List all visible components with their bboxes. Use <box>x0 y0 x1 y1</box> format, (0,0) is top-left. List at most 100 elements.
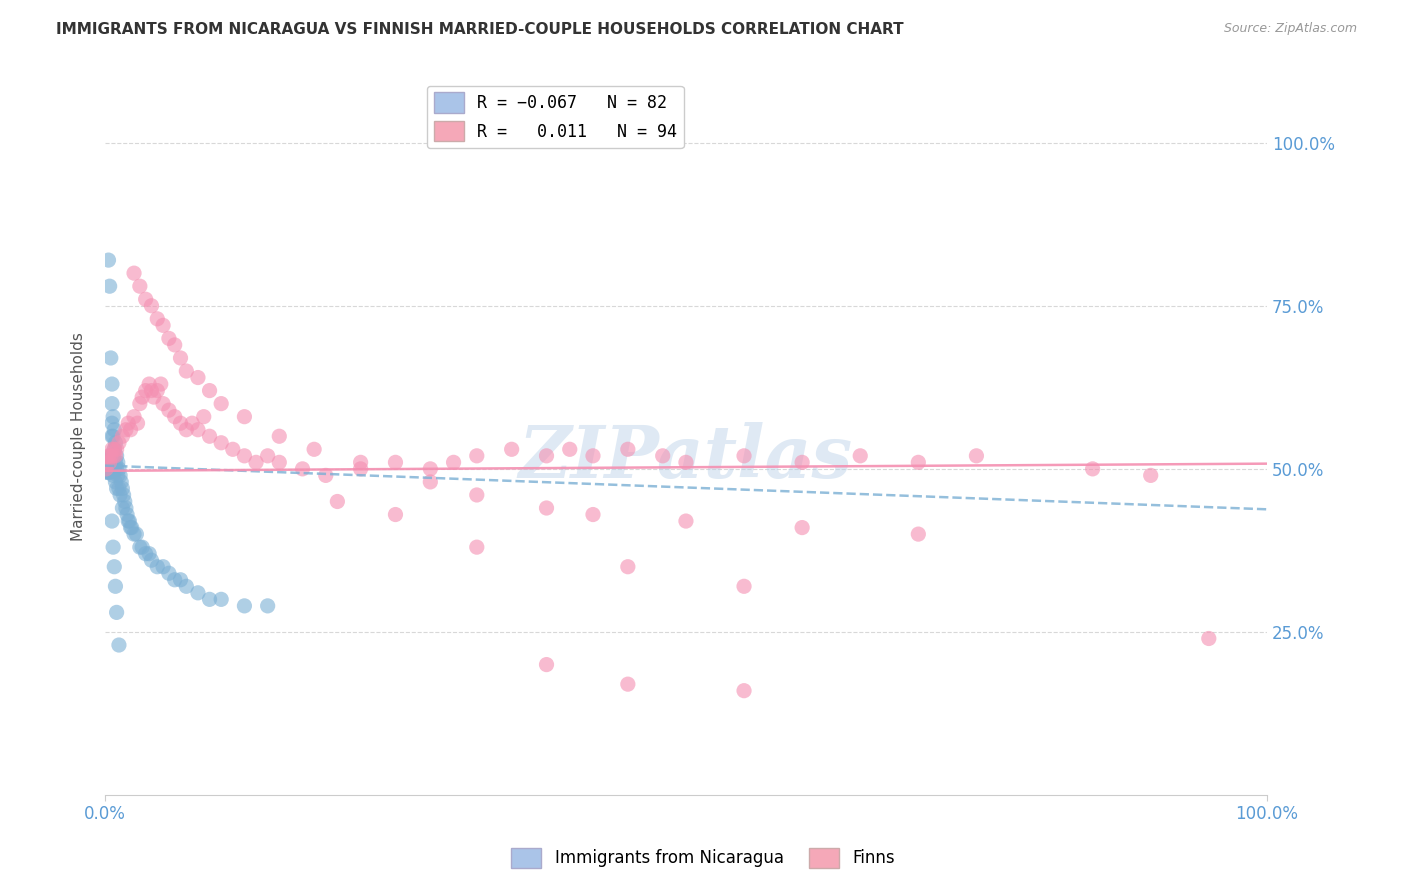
Point <box>103 442 125 457</box>
Point <box>558 442 581 457</box>
Point <box>105 606 128 620</box>
Point <box>198 592 221 607</box>
Point <box>675 514 697 528</box>
Point <box>118 514 141 528</box>
Point <box>100 465 122 479</box>
Point <box>209 397 232 411</box>
Point <box>104 579 127 593</box>
Point <box>122 266 145 280</box>
Point <box>302 442 325 457</box>
Point <box>100 449 122 463</box>
Point <box>98 465 121 479</box>
Point <box>198 384 221 398</box>
Point <box>384 455 406 469</box>
Point <box>849 449 872 463</box>
Point <box>233 599 256 613</box>
Point <box>907 527 929 541</box>
Point <box>419 475 441 489</box>
Point <box>101 429 124 443</box>
Point <box>100 452 122 467</box>
Point <box>419 462 441 476</box>
Point <box>965 449 987 463</box>
Point <box>101 449 124 463</box>
Point <box>101 416 124 430</box>
Point <box>256 599 278 613</box>
Point <box>104 435 127 450</box>
Point <box>135 547 157 561</box>
Point <box>121 520 143 534</box>
Point <box>169 351 191 365</box>
Point <box>117 514 139 528</box>
Point <box>617 559 640 574</box>
Point <box>443 455 465 469</box>
Point <box>112 488 135 502</box>
Point <box>187 370 209 384</box>
Point <box>108 462 131 476</box>
Point <box>176 423 198 437</box>
Point <box>141 553 163 567</box>
Point <box>128 540 150 554</box>
Point <box>94 455 117 469</box>
Point <box>97 458 120 473</box>
Point <box>169 416 191 430</box>
Point <box>105 442 128 457</box>
Point <box>536 657 558 672</box>
Point <box>107 468 129 483</box>
Point <box>465 488 488 502</box>
Point <box>96 462 118 476</box>
Point <box>100 462 122 476</box>
Point <box>103 559 125 574</box>
Point <box>146 384 169 398</box>
Point <box>122 409 145 424</box>
Point <box>120 520 142 534</box>
Point <box>103 442 125 457</box>
Point <box>98 458 121 473</box>
Point <box>108 482 131 496</box>
Point <box>233 449 256 463</box>
Point <box>117 416 139 430</box>
Point <box>108 638 131 652</box>
Point <box>617 677 640 691</box>
Point <box>107 455 129 469</box>
Point <box>536 449 558 463</box>
Point <box>100 449 122 463</box>
Point <box>111 501 134 516</box>
Point <box>94 458 117 473</box>
Point <box>120 423 142 437</box>
Legend: R = −0.067   N = 82, R =   0.011   N = 94: R = −0.067 N = 82, R = 0.011 N = 94 <box>427 86 683 148</box>
Point <box>187 586 209 600</box>
Point <box>733 683 755 698</box>
Point <box>157 331 180 345</box>
Point <box>907 455 929 469</box>
Text: Source: ZipAtlas.com: Source: ZipAtlas.com <box>1223 22 1357 36</box>
Point <box>97 465 120 479</box>
Point <box>101 377 124 392</box>
Point <box>111 482 134 496</box>
Point <box>100 351 122 365</box>
Point <box>315 468 337 483</box>
Point <box>792 455 814 469</box>
Point <box>125 527 148 541</box>
Point <box>128 397 150 411</box>
Point <box>97 462 120 476</box>
Point <box>97 452 120 467</box>
Point <box>465 540 488 554</box>
Point <box>349 462 371 476</box>
Point <box>733 579 755 593</box>
Point <box>1198 632 1220 646</box>
Point <box>291 462 314 476</box>
Point <box>181 416 204 430</box>
Point <box>187 423 209 437</box>
Point <box>675 455 697 469</box>
Point <box>142 390 165 404</box>
Point <box>651 449 673 463</box>
Point <box>582 508 605 522</box>
Point <box>115 501 138 516</box>
Point <box>176 364 198 378</box>
Point <box>108 435 131 450</box>
Point <box>617 442 640 457</box>
Point <box>98 279 121 293</box>
Point <box>176 579 198 593</box>
Point <box>97 449 120 463</box>
Point <box>101 442 124 457</box>
